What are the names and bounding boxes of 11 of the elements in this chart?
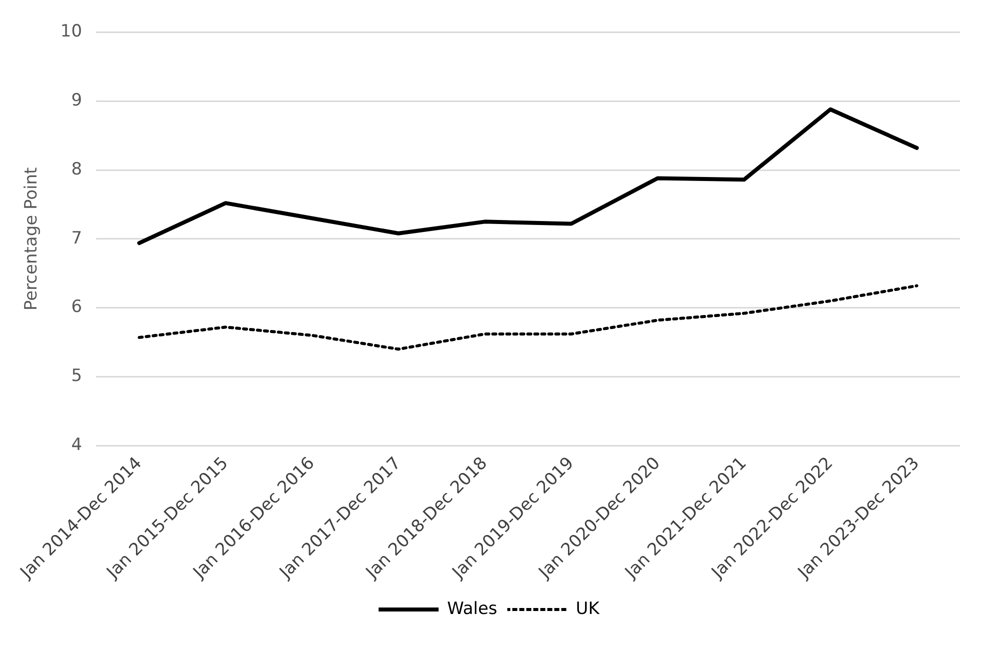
y-tick-label: 8	[71, 159, 82, 180]
legend-label: UK	[576, 598, 600, 619]
y-tick-label: 6	[71, 297, 82, 318]
y-tick-label: 10	[60, 22, 82, 42]
line-series	[138, 284, 918, 351]
y-tick-label: 9	[71, 90, 82, 111]
legend-label: Wales	[447, 598, 498, 619]
y-tick-label: 5	[71, 366, 82, 386]
y-tick-label: 7	[71, 228, 82, 248]
y-tick-label: 4	[71, 435, 82, 456]
y-axis-title: Percentage Point	[22, 166, 42, 311]
